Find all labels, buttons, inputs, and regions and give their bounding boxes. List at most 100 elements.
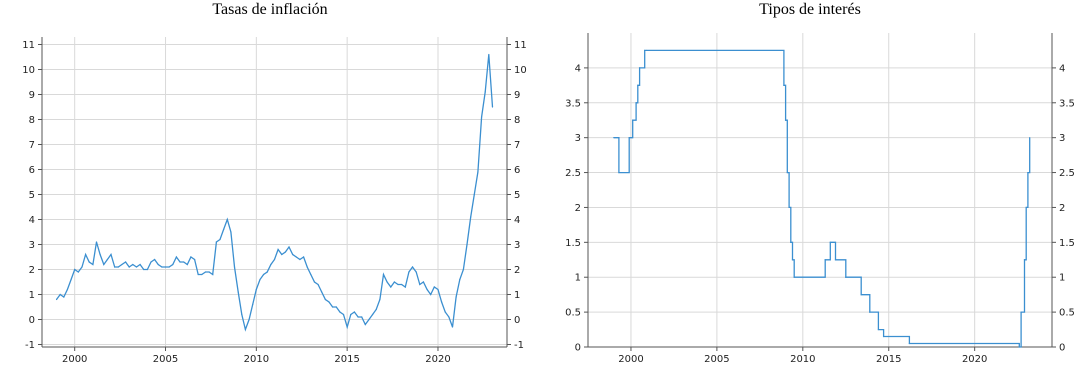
y-tick-label: 1: [575, 273, 581, 284]
data-point: [824, 259, 826, 261]
data-point: [277, 248, 279, 251]
y-tick-label-right: 1: [514, 290, 520, 301]
data-point: [252, 303, 254, 306]
data-point: [179, 261, 181, 263]
y-tick-label: 3: [575, 133, 581, 144]
data-point: [459, 278, 461, 281]
y-tick-label: 0.5: [565, 308, 581, 319]
data-point: [613, 137, 615, 139]
data-point: [790, 241, 792, 243]
data-point: [150, 261, 152, 263]
data-point: [186, 263, 188, 266]
y-tick-label-right: 0: [1059, 343, 1065, 354]
data-point: [441, 301, 443, 303]
y-tick-label-right: 0: [514, 315, 520, 326]
data-point: [70, 278, 72, 281]
chart-title: Tipos de interés: [759, 1, 861, 18]
data-point: [638, 67, 641, 69]
y-tick-label: 2: [575, 203, 581, 214]
data-point: [244, 328, 247, 331]
y-tick-label: 0: [575, 343, 581, 354]
data-point: [273, 258, 276, 261]
y-tick-label-right: 8: [514, 115, 520, 126]
x-tick-label: 2010: [244, 354, 269, 365]
data-point: [364, 323, 366, 326]
data-point: [829, 241, 831, 243]
data-point: [397, 283, 399, 286]
data-point: [161, 266, 163, 268]
data-point: [869, 311, 871, 313]
y-tick-label: 2: [29, 265, 35, 276]
data-point: [335, 306, 337, 308]
data-point: [408, 271, 410, 273]
y-tick-label: 1.5: [565, 238, 581, 249]
y-tick-label-right: -1: [514, 340, 524, 351]
y-tick-label: 9: [29, 90, 35, 101]
y-tick-label: 11: [22, 40, 35, 51]
data-point: [146, 268, 148, 271]
y-tick-label-right: 2: [514, 265, 520, 276]
y-tick-label: 0: [29, 315, 35, 326]
data-point: [382, 273, 385, 276]
data-point: [233, 266, 236, 268]
data-point: [635, 102, 637, 104]
data-point: [834, 259, 837, 261]
data-point: [845, 276, 847, 278]
data-point: [361, 316, 363, 318]
x-tick-label: 2020: [425, 354, 450, 365]
x-tick-label: 2020: [962, 354, 987, 365]
y-tick-label-right: 2: [1059, 203, 1065, 214]
data-point: [342, 313, 345, 316]
y-tick-label-right: 7: [514, 140, 520, 151]
data-point: [390, 286, 392, 288]
y-tick-label-right: 1.5: [1059, 238, 1075, 249]
data-point: [786, 171, 788, 174]
data-point: [462, 268, 465, 271]
data-point: [411, 266, 414, 268]
data-point: [143, 268, 145, 271]
data-point: [480, 116, 483, 118]
data-point: [317, 283, 319, 286]
data-point: [226, 218, 228, 221]
data-point: [339, 311, 341, 313]
data-point: [882, 335, 885, 338]
data-point: [284, 251, 286, 253]
data-point: [135, 266, 138, 268]
data-point: [128, 266, 130, 268]
data-point: [353, 311, 356, 313]
data-point: [259, 278, 261, 281]
chart-title: Tasas de inflación: [212, 1, 328, 18]
y-tick-label: 1: [29, 290, 35, 301]
data-point: [63, 296, 65, 298]
y-tick-label-right: 4: [1059, 63, 1065, 74]
y-tick-label: 7: [29, 140, 35, 151]
y-tick-label-right: 3: [514, 240, 520, 251]
data-point: [59, 293, 61, 296]
data-point: [193, 258, 196, 261]
data-point: [84, 253, 87, 256]
data-point: [183, 261, 185, 263]
data-point: [212, 273, 214, 276]
x-tick-label: 2005: [153, 354, 178, 365]
data-point: [124, 261, 127, 263]
data-point: [77, 271, 79, 273]
data-point: [219, 238, 221, 241]
data-point: [321, 291, 323, 293]
data-point: [618, 171, 620, 174]
x-tick-label: 2005: [704, 354, 729, 365]
y-tick-label-right: 4: [514, 215, 520, 226]
y-tick-label: 5: [29, 190, 35, 201]
y-tick-label: -1: [25, 340, 35, 351]
y-tick-label: 10: [22, 65, 35, 76]
data-point: [99, 253, 101, 256]
data-point: [168, 266, 170, 268]
data-point: [1029, 137, 1031, 139]
data-point: [74, 268, 76, 271]
data-point: [223, 228, 225, 231]
interest-rate-line-chart: 0 0 0.5 0.5 1 1 1.5 1.5 2 2 2.5 2.5 3 3 3.5 3.5 4 4 2000 20…: [565, 33, 1075, 365]
data-point: [386, 281, 388, 283]
data-point: [632, 119, 634, 121]
data-point: [88, 261, 90, 263]
data-point: [241, 313, 243, 316]
data-point: [860, 294, 862, 296]
